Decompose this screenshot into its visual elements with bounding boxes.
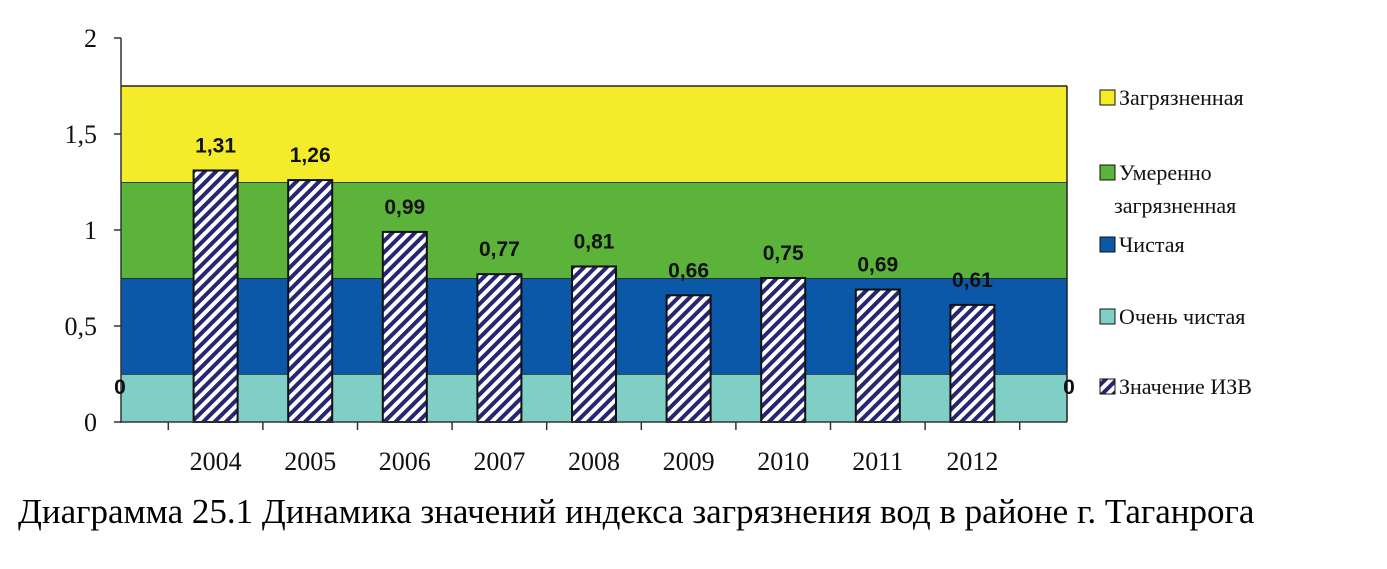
data-label-2007: 0,77 bbox=[479, 238, 520, 261]
data-label-2010: 0,75 bbox=[763, 242, 804, 265]
x-tick-label-2012: 2012 bbox=[946, 447, 998, 476]
legend-swatch bbox=[1099, 89, 1116, 106]
bars bbox=[192, 169, 996, 424]
y-tick-label: 1,5 bbox=[65, 120, 98, 149]
x-axis-ticks: 2004 2005 2006 2007 2008 2009 2010 2011 2012 bbox=[167, 422, 1021, 476]
legend-swatch bbox=[1099, 164, 1116, 181]
bar-2007 bbox=[476, 273, 523, 423]
x-tick-label-2008: 2008 bbox=[568, 447, 620, 476]
bar-2005 bbox=[287, 179, 334, 423]
legend-swatch bbox=[1099, 308, 1116, 325]
chart: 1,31 1,26 0,99 0,77 0,81 0,66 0,75 0,69 0,61 0 0,… bbox=[65, 24, 1252, 476]
data-label-2012: 0,61 bbox=[952, 269, 993, 292]
zero-marker: 0 bbox=[114, 376, 126, 399]
data-label-2011: 0,69 bbox=[857, 254, 898, 277]
y-tick-label: 0,5 bbox=[65, 312, 98, 341]
legend-label: Значение ИЗВ bbox=[1119, 374, 1252, 399]
data-label-2006: 0,99 bbox=[384, 196, 425, 219]
legend-label: Чистая bbox=[1119, 232, 1185, 257]
bar-2004 bbox=[192, 169, 239, 423]
bar-2010 bbox=[760, 277, 807, 423]
band-3 bbox=[121, 86, 1067, 182]
data-label-2004: 1,31 bbox=[195, 134, 236, 157]
legend-label: загрязненная bbox=[1114, 193, 1236, 218]
y-tick-label: 2 bbox=[84, 24, 97, 53]
x-tick-label-2010: 2010 bbox=[757, 447, 809, 476]
legend-swatch bbox=[1099, 236, 1116, 253]
x-tick-label-2007: 2007 bbox=[473, 447, 525, 476]
x-tick-label-2006: 2006 bbox=[379, 447, 431, 476]
band-2 bbox=[121, 182, 1067, 278]
bar-2009 bbox=[665, 294, 712, 423]
x-tick-label-2009: 2009 bbox=[663, 447, 715, 476]
legend-swatch bbox=[1099, 378, 1116, 395]
y-tick-label: 0 bbox=[84, 408, 97, 437]
x-tick-label-2005: 2005 bbox=[284, 447, 336, 476]
bar-2006 bbox=[381, 230, 428, 423]
bar-2012 bbox=[949, 303, 996, 424]
data-labels: 1,31 1,26 0,99 0,77 0,81 0,66 0,75 0,69 0,61 bbox=[195, 134, 993, 291]
legend-label: Очень чистая bbox=[1119, 304, 1245, 329]
legend-label: Загрязненная bbox=[1119, 85, 1244, 110]
data-label-2009: 0,66 bbox=[668, 259, 709, 282]
data-label-2008: 0,81 bbox=[574, 230, 615, 253]
legend: Загрязненная Умеренно загрязненная Чистая Оч… bbox=[1099, 85, 1252, 399]
caption: Диаграмма 25.1 Динамика значений индекса… bbox=[18, 492, 1255, 531]
x-tick-label-2004: 2004 bbox=[190, 447, 242, 476]
bar-2008 bbox=[571, 265, 617, 424]
y-tick-label: 1 bbox=[84, 216, 97, 245]
bar-2011 bbox=[854, 288, 901, 423]
data-label-2005: 1,26 bbox=[290, 144, 331, 167]
legend-label: Умеренно bbox=[1119, 160, 1212, 185]
zero-marker: 0 bbox=[1063, 376, 1075, 399]
x-tick-label-2011: 2011 bbox=[852, 447, 903, 476]
y-axis-ticks: 0 0,5 1 1,5 2 bbox=[65, 24, 121, 437]
